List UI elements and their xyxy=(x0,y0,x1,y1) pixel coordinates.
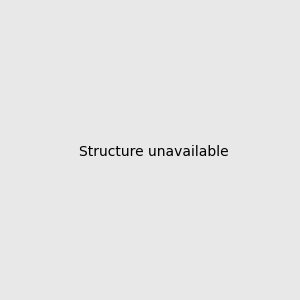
Text: Structure unavailable: Structure unavailable xyxy=(79,145,229,158)
